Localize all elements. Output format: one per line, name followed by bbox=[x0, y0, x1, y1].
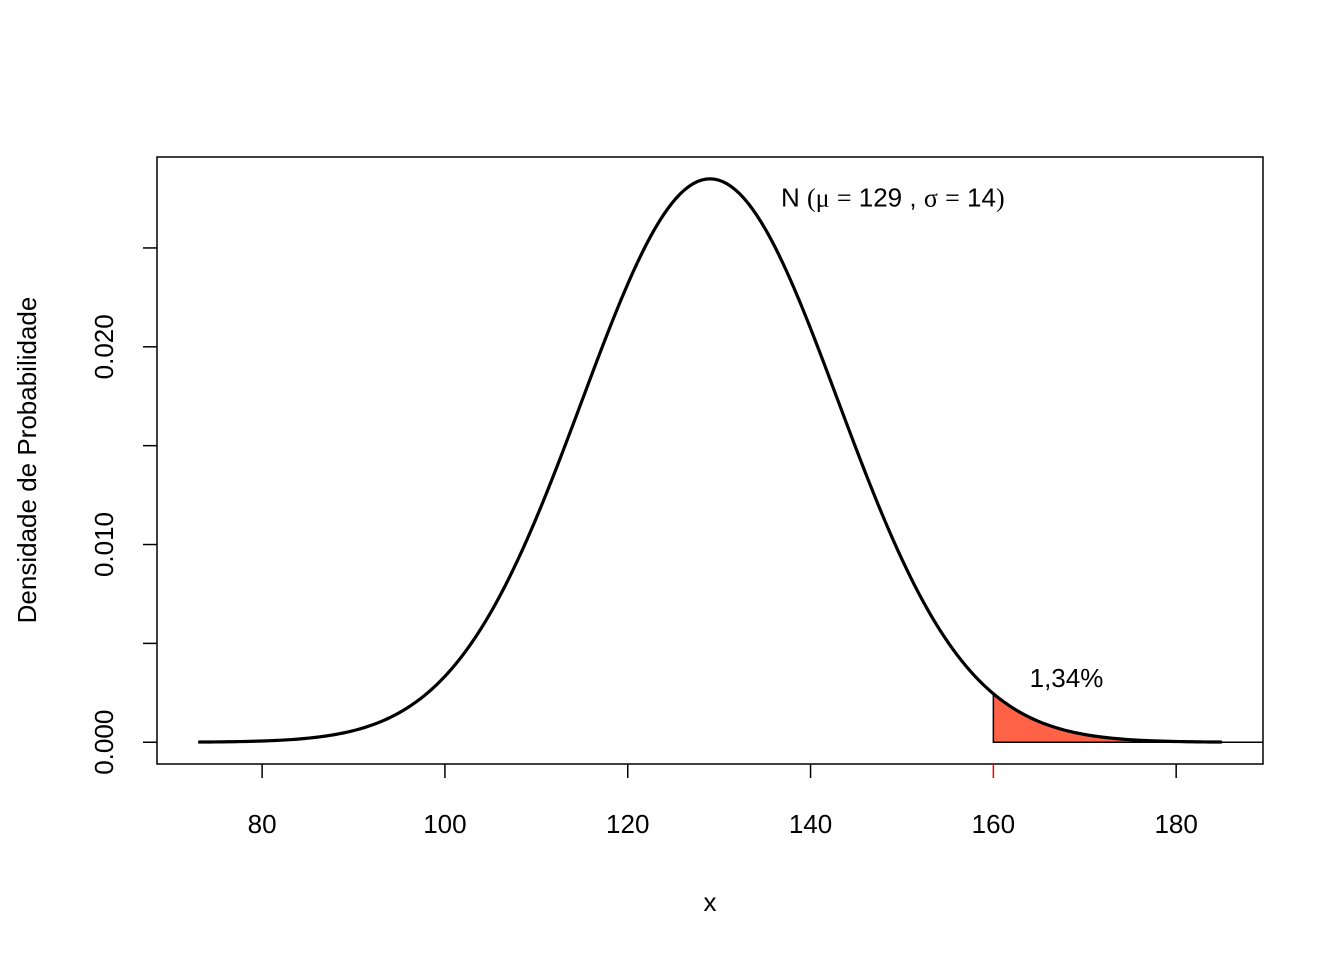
sigma-symbol: σ bbox=[924, 183, 938, 212]
x-tick-label-80: 80 bbox=[248, 809, 277, 839]
plot-box bbox=[156, 156, 1264, 765]
x-tick-label-180: 180 bbox=[1154, 809, 1197, 839]
x-axis: 80 100 120 140 160 180 bbox=[248, 764, 1198, 839]
annotation-prefix: N bbox=[781, 182, 800, 212]
x-tick-label-100: 100 bbox=[423, 809, 466, 839]
x-tick-label-120: 120 bbox=[606, 809, 649, 839]
tail-probability-label: 1,34% bbox=[1030, 663, 1104, 693]
comma: , bbox=[909, 182, 916, 212]
y-tick-label-0: 0.000 bbox=[89, 710, 119, 775]
x-tick-label-160: 160 bbox=[972, 809, 1015, 839]
distribution-annotation: N (μ = 129 , σ = 14) bbox=[781, 182, 1005, 212]
y-axis: 0.000 0.010 0.020 bbox=[89, 247, 157, 775]
x-axis-title: x bbox=[704, 887, 717, 917]
density-curve bbox=[198, 177, 1222, 744]
x-tick-label-140: 140 bbox=[789, 809, 832, 839]
equals-sign: = bbox=[837, 183, 852, 212]
sigma-value: 14 bbox=[967, 182, 996, 212]
y-tick-label-4: 0.020 bbox=[89, 314, 119, 379]
close-paren: ) bbox=[996, 183, 1005, 212]
y-tick-label-2: 0.010 bbox=[89, 512, 119, 577]
mu-value: 129 bbox=[859, 182, 902, 212]
equals-sign-2: = bbox=[945, 183, 960, 212]
y-axis-title: Densidade de Probabilidade bbox=[12, 297, 42, 624]
mu-symbol: μ bbox=[816, 183, 830, 212]
open-paren: ( bbox=[807, 183, 816, 212]
